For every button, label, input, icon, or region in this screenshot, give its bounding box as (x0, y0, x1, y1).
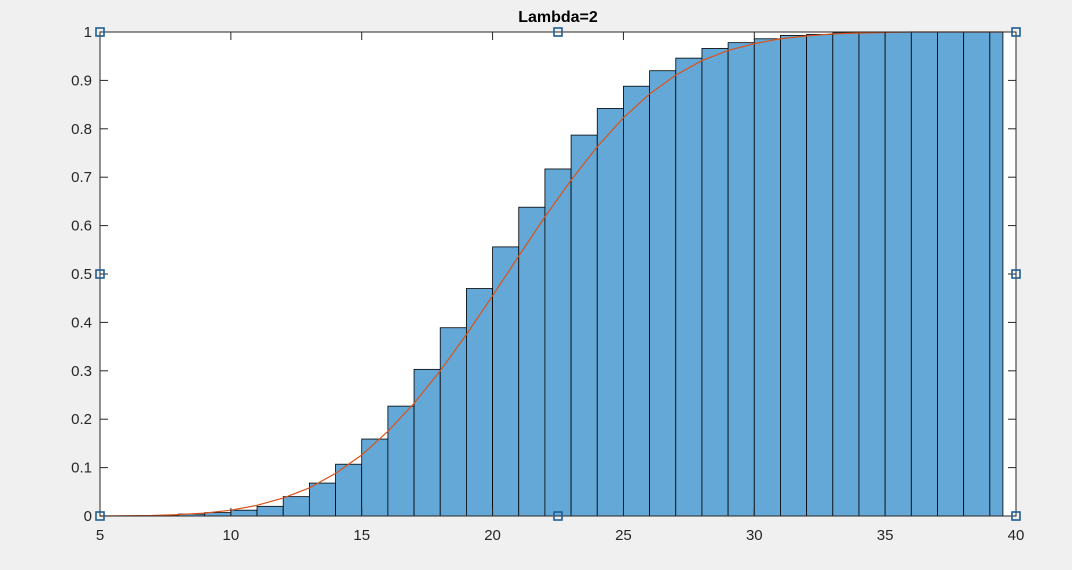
y-tick-label: 0.9 (71, 72, 92, 89)
y-tick-label: 0.4 (71, 314, 92, 331)
bar (884, 31, 912, 517)
resize-handle[interactable] (553, 511, 563, 521)
y-tick-label: 0.8 (71, 121, 92, 138)
x-axis: 5 10 15 20 25 30 35 40 (96, 32, 1025, 544)
bar (230, 509, 258, 517)
x-tick-label: 35 (877, 527, 894, 544)
chart-title: Lambda=2 (518, 9, 598, 26)
x-tick-label: 40 (1008, 527, 1025, 544)
bar (413, 368, 441, 517)
bar (596, 108, 624, 517)
cdf-line (99, 31, 1003, 517)
bar (753, 38, 781, 517)
y-tick-label: 0.5 (71, 266, 92, 283)
y-tick-label: 1 (84, 24, 92, 41)
x-tick-label: 5 (96, 527, 104, 544)
x-tick-label: 15 (353, 527, 370, 544)
x-tick-label: 30 (746, 527, 763, 544)
y-tick-label: 0.7 (71, 169, 92, 186)
bar (780, 34, 808, 517)
histogram-bars (151, 31, 1004, 517)
bar (858, 32, 886, 517)
bar (492, 246, 520, 517)
bar (361, 438, 389, 517)
bar (963, 31, 991, 517)
resize-handle[interactable] (1011, 27, 1021, 37)
bar (387, 405, 415, 517)
resize-handle[interactable] (95, 27, 105, 37)
cdf-curve (99, 31, 1003, 517)
bar (649, 70, 677, 517)
bar (256, 505, 284, 517)
bar (727, 42, 755, 517)
x-tick-label: 10 (223, 527, 240, 544)
resize-handle[interactable] (553, 27, 563, 37)
bar (701, 48, 729, 517)
bar (806, 34, 834, 517)
y-tick-label: 0.2 (71, 411, 92, 428)
y-tick-label: 0.6 (71, 218, 92, 235)
bar (937, 31, 965, 517)
bar (623, 85, 650, 517)
bar (832, 32, 860, 517)
resize-handle[interactable] (95, 269, 105, 279)
bar (308, 482, 336, 517)
bar (518, 206, 546, 517)
selection-handles[interactable] (95, 27, 1021, 521)
resize-handle[interactable] (1011, 511, 1021, 521)
bar (335, 463, 363, 517)
resize-handle[interactable] (1011, 269, 1021, 279)
y-tick-label: 0.1 (71, 460, 92, 477)
bar (570, 134, 598, 517)
bar (439, 327, 467, 517)
resize-handle[interactable] (95, 511, 105, 521)
bar (910, 31, 938, 517)
y-tick-label: 0.3 (71, 363, 92, 380)
bar (544, 168, 572, 517)
bar (465, 288, 493, 517)
bar (282, 496, 310, 517)
x-tick-label: 20 (484, 527, 501, 544)
bar (675, 57, 703, 517)
y-tick-label: 0 (84, 508, 92, 525)
bar (989, 31, 1004, 517)
x-tick-label: 25 (615, 527, 632, 544)
